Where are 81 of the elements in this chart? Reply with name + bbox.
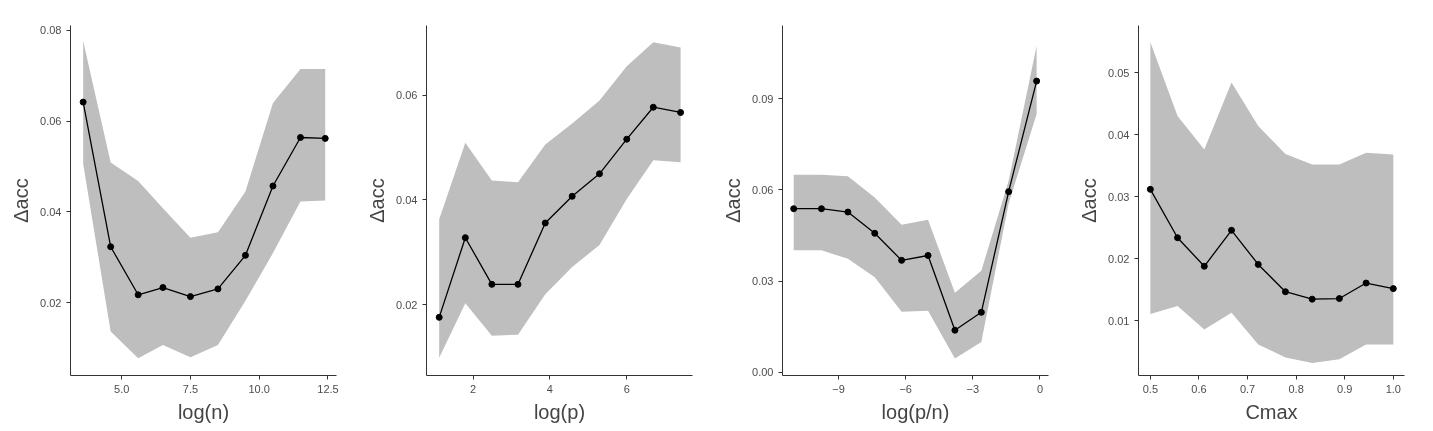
x-tick-label: 2 — [469, 382, 477, 395]
y-tick-label: 0.03 — [1108, 190, 1130, 203]
x-tick-label: 0.5 — [1142, 382, 1159, 395]
y-tick-label: 0.02 — [1108, 252, 1130, 265]
point — [871, 229, 879, 237]
point — [134, 291, 142, 299]
point — [924, 252, 932, 259]
y-tick-label: 0.04 — [1108, 128, 1130, 141]
point — [296, 133, 304, 141]
point — [817, 205, 825, 213]
y-tick-label: 0.04 — [40, 205, 62, 218]
x-tick-label: 0.9 — [1337, 382, 1353, 395]
y-tick-label: 0.00 — [752, 366, 774, 379]
x-tick-label: 10.0 — [248, 382, 270, 395]
point — [568, 192, 576, 200]
x-tick-label: 0.8 — [1288, 382, 1304, 395]
y-axis-title: Δacc — [10, 178, 33, 223]
point — [107, 243, 115, 251]
point — [1254, 260, 1262, 268]
x-tick-label: 12.5 — [317, 382, 339, 395]
point — [461, 234, 469, 242]
x-tick-label: 0 — [1036, 382, 1044, 395]
y-tick-label: 0.09 — [752, 92, 774, 105]
point — [898, 256, 906, 264]
y-tick-label: 0.06 — [752, 183, 774, 196]
y-tick-label: 0.03 — [752, 275, 774, 288]
y-tick-label: 0.02 — [40, 296, 62, 309]
point — [649, 103, 657, 111]
point — [595, 170, 603, 178]
point — [977, 308, 985, 316]
point — [541, 219, 549, 227]
x-axis-title: log(p) — [533, 400, 586, 423]
point — [1005, 188, 1013, 196]
y-tick-label: 0.05 — [1108, 66, 1130, 79]
point — [1174, 234, 1182, 242]
point — [951, 326, 959, 334]
y-axis-title: Δacc — [1078, 178, 1101, 223]
point — [677, 108, 685, 116]
x-tick-label: 1.0 — [1385, 382, 1401, 395]
point — [844, 208, 852, 216]
point — [214, 285, 222, 293]
point — [1389, 285, 1397, 293]
point — [623, 135, 631, 143]
point — [1200, 262, 1208, 270]
x-tick-label: −6 — [899, 382, 912, 395]
y-tick-label: 0.06 — [396, 89, 418, 102]
x-tick-label: 0.7 — [1239, 382, 1256, 395]
y-tick-label: 0.08 — [40, 24, 62, 37]
y-tick-label: 0.02 — [396, 298, 418, 311]
y-tick-label: 0.01 — [1108, 314, 1130, 327]
x-tick-label: 4 — [546, 382, 553, 395]
point — [435, 313, 443, 321]
x-axis-title: Cmax — [1245, 400, 1298, 423]
y-axis-title: Δacc — [722, 178, 745, 223]
point — [790, 205, 798, 213]
point — [1335, 295, 1343, 303]
point — [241, 251, 249, 259]
point — [488, 280, 496, 288]
point — [79, 98, 87, 106]
y-tick-label: 0.06 — [40, 115, 62, 128]
point — [1362, 279, 1370, 287]
x-tick-label: −3 — [966, 382, 980, 395]
point — [186, 293, 194, 301]
x-axis-title: log(p/n) — [881, 400, 950, 423]
y-tick-label: 0.04 — [396, 193, 418, 206]
x-tick-label: 5.0 — [114, 382, 130, 395]
point — [1281, 288, 1289, 296]
point — [1033, 77, 1041, 85]
x-tick-label: 7.5 — [182, 382, 199, 395]
point — [514, 280, 522, 288]
x-tick-label: 6 — [623, 382, 630, 395]
point — [321, 134, 329, 142]
x-tick-label: −9 — [832, 382, 845, 395]
point — [159, 284, 167, 292]
point — [1146, 185, 1154, 193]
point — [1308, 295, 1316, 303]
point — [269, 182, 277, 190]
point — [1228, 226, 1236, 234]
x-tick-label: 0.6 — [1191, 382, 1207, 395]
x-axis-title: log(n) — [177, 400, 230, 423]
y-axis-title: Δacc — [366, 178, 389, 223]
